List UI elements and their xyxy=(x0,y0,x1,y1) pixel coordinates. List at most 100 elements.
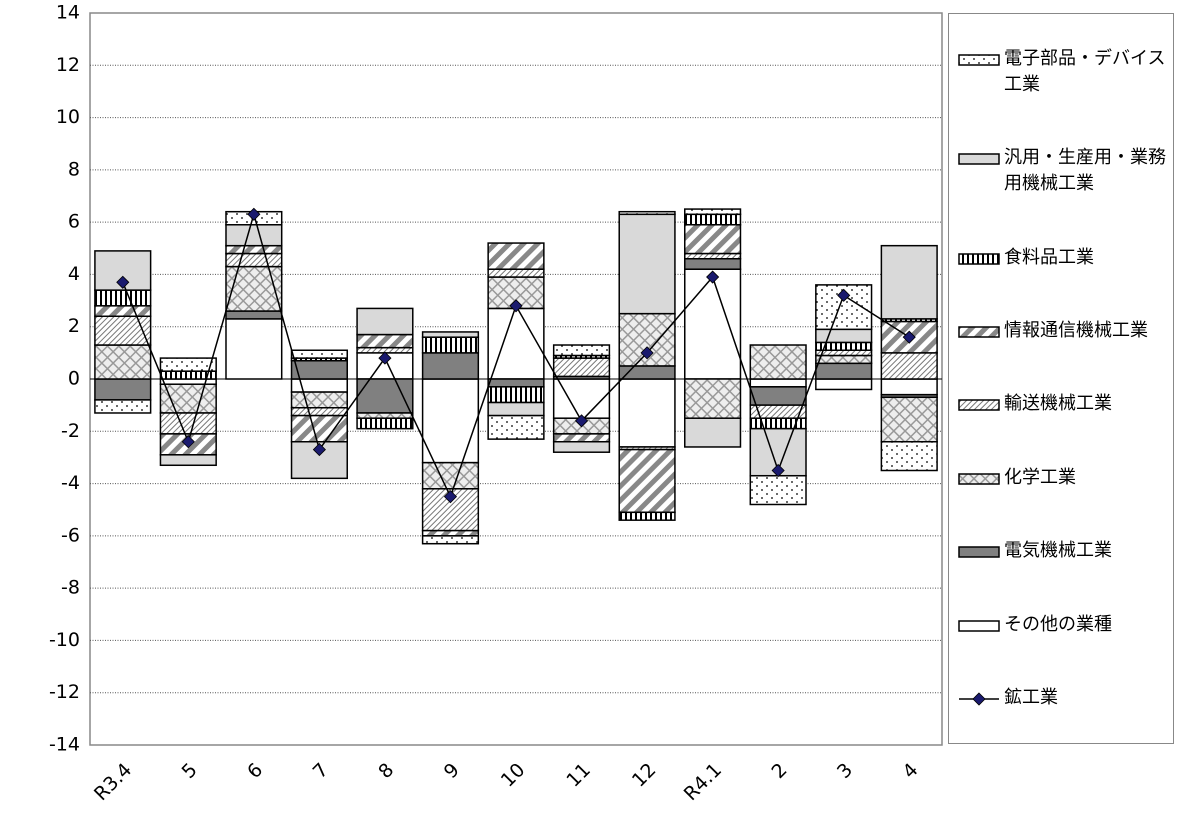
line-marker xyxy=(837,288,851,302)
legend-swatch xyxy=(958,473,1000,485)
x-tick-label: 7 xyxy=(309,759,333,783)
bar-segment xyxy=(225,224,283,247)
bar-segment xyxy=(552,357,611,378)
bar-segment xyxy=(618,210,676,216)
legend-box xyxy=(958,473,1000,485)
legend-label: 鉱工業 xyxy=(1004,687,1058,709)
bar-segment xyxy=(684,213,742,226)
bar-segment xyxy=(421,352,480,380)
legend-entry: 電気機械工業 xyxy=(949,538,1173,564)
bar-segment xyxy=(880,378,938,396)
legend-entry: 情報通信機械工業 xyxy=(949,318,1173,344)
x-tick-label: 12 xyxy=(628,759,661,792)
y-tick-label: 6 xyxy=(68,211,80,233)
x-tick-label: 5 xyxy=(178,759,202,783)
legend-box xyxy=(958,546,1000,559)
bar-segment xyxy=(290,349,348,359)
legend-swatch xyxy=(958,326,1000,338)
line-marker xyxy=(181,435,195,449)
legend-box xyxy=(958,399,1000,412)
y-tick-label: 12 xyxy=(56,54,80,76)
bar-segment xyxy=(159,357,217,372)
bar-segment xyxy=(618,378,676,448)
bar-segment xyxy=(684,252,742,260)
line-marker xyxy=(771,463,785,478)
bar-segment xyxy=(94,305,152,318)
y-tick-label: -12 xyxy=(49,681,80,703)
legend-marker xyxy=(972,692,986,706)
legend-swatch xyxy=(958,399,1000,412)
x-tick-label: 11 xyxy=(562,759,595,792)
legend-box xyxy=(958,53,1000,66)
legend-swatch xyxy=(958,252,1000,265)
x-tick-label: 2 xyxy=(767,759,791,783)
legend-label: 電気機械工業 xyxy=(1004,540,1112,562)
bar-segment xyxy=(356,333,414,349)
legend-label: 化学工業 xyxy=(1004,466,1076,488)
bar-segment xyxy=(684,208,742,216)
bar-segment xyxy=(684,257,742,270)
bar-segment xyxy=(618,448,676,514)
bar-segment xyxy=(487,378,545,388)
bar-segment xyxy=(159,454,217,467)
bar-segment xyxy=(552,440,611,453)
line-marker xyxy=(902,330,916,344)
y-tick-label: 8 xyxy=(68,158,80,180)
legend-swatch xyxy=(958,620,1000,632)
bar-segment xyxy=(684,268,742,380)
y-tick-label: -10 xyxy=(49,629,80,651)
bar-segment xyxy=(552,378,611,419)
bar-segment xyxy=(290,414,348,443)
y-tick-label: 4 xyxy=(68,263,80,285)
y-tick-label: 2 xyxy=(68,315,80,337)
legend-swatch xyxy=(958,53,1000,66)
bar-segment xyxy=(225,252,283,268)
x-tick-label: 10 xyxy=(497,759,530,792)
bar-segment xyxy=(290,407,348,417)
x-tick-label: R3.4 xyxy=(90,759,136,805)
y-tick-label: -4 xyxy=(61,472,80,494)
bar-segment xyxy=(487,401,545,417)
bar-segment xyxy=(749,386,807,406)
line-marker xyxy=(509,299,523,313)
bar-segment xyxy=(356,417,414,430)
y-tick-label: -6 xyxy=(61,524,80,546)
legend-entry: 電子部品・デバイス工業 xyxy=(949,46,1173,98)
line-marker xyxy=(706,270,720,284)
x-tick-label: R4.1 xyxy=(680,759,726,805)
bar-segment xyxy=(815,378,873,391)
x-tick-label: 4 xyxy=(899,759,923,783)
legend-label: その他の業種 xyxy=(1004,613,1112,635)
bar-segment xyxy=(815,362,873,380)
bar-segment xyxy=(552,433,611,443)
bar-segment xyxy=(618,511,676,521)
bar-segment xyxy=(225,265,283,312)
bar-segment xyxy=(290,391,348,409)
legend-entry: 化学工業 xyxy=(949,465,1173,491)
legend-entry: その他の業種 xyxy=(949,612,1173,638)
bar-segment xyxy=(684,378,742,419)
bar-segment xyxy=(421,331,480,338)
bar-segment xyxy=(487,307,545,380)
y-tick-label: -8 xyxy=(61,577,80,599)
line-marker xyxy=(312,443,326,457)
legend-label: 輸送機械工業 xyxy=(1004,393,1112,415)
bar-segment xyxy=(880,352,938,380)
bar-segment xyxy=(421,535,480,545)
x-tick-label: 6 xyxy=(243,759,267,783)
bar-segment xyxy=(552,344,611,357)
y-tick-label: -2 xyxy=(61,420,80,442)
bar-segment xyxy=(421,336,480,354)
line-marker xyxy=(378,351,392,365)
legend-label: 食料品工業 xyxy=(1004,246,1094,268)
line-marker xyxy=(247,207,261,221)
bar-segment xyxy=(618,213,676,315)
legend-label: 電子部品・デバイス工業 xyxy=(1004,47,1166,95)
y-tick-label: -14 xyxy=(49,734,80,756)
bar-segment xyxy=(684,417,742,448)
legend-box xyxy=(958,620,1000,632)
line-marker xyxy=(116,275,130,289)
bar-segment xyxy=(421,529,480,537)
bar-segment xyxy=(749,344,807,380)
